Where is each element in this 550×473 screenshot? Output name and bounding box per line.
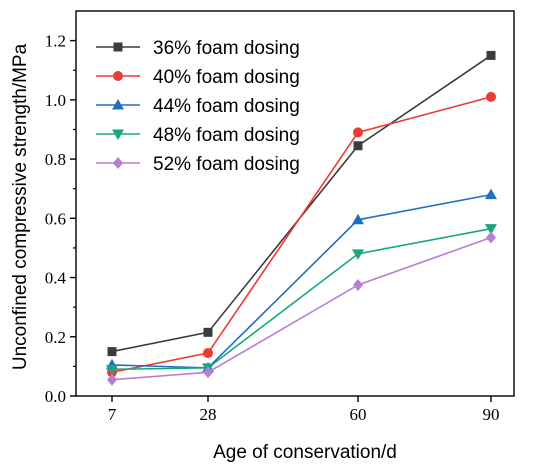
legend-marker [113, 157, 123, 169]
y-tick-label: 0.4 [45, 269, 67, 288]
data-point [203, 366, 213, 379]
data-point [107, 373, 117, 386]
data-point [486, 231, 496, 244]
y-tick-label: 0.0 [45, 387, 66, 406]
y-tick-label: 0.6 [45, 209, 66, 228]
data-point [353, 278, 363, 291]
x-tick-label: 60 [350, 405, 367, 424]
legend-entry: 48% foam dosing [96, 125, 300, 146]
x-tick-label: 28 [200, 405, 217, 424]
legend-label: 44% foam dosing [153, 96, 300, 117]
series-line [111, 236, 492, 381]
series-group [106, 50, 497, 386]
y-tick-label: 0.2 [45, 328, 66, 347]
plot-area [75, 10, 515, 397]
legend-marker [113, 42, 123, 52]
legend-entry: 44% foam dosing [96, 96, 300, 117]
data-point [352, 213, 364, 225]
series-line [111, 193, 492, 369]
legend-marker [112, 99, 124, 110]
series-5 [107, 231, 496, 386]
legend-label: 52% foam dosing [153, 154, 300, 175]
legend-marker [113, 71, 123, 81]
legend-label: 48% foam dosing [153, 125, 300, 146]
axes: 0.0 0.2 0.4 0.6 0.8 1.0 1.2 7 28 60 90 [45, 32, 500, 424]
data-point [353, 141, 363, 151]
legend-label: 36% foam dosing [153, 38, 300, 59]
y-tick-label: 0.8 [45, 150, 66, 169]
legend-marker [112, 129, 124, 140]
data-point [486, 91, 496, 102]
data-point [486, 50, 496, 60]
data-point [203, 348, 213, 359]
y-tick-label: 1.0 [45, 91, 66, 110]
data-point [353, 127, 363, 138]
data-point [485, 188, 497, 200]
legend-entry: 36% foam dosing [96, 38, 300, 59]
legend-entry: 40% foam dosing [96, 67, 300, 88]
x-tick-label: 90 [483, 405, 500, 424]
data-point [106, 364, 118, 376]
series-4 [106, 224, 497, 376]
legend-label: 40% foam dosing [153, 67, 300, 88]
legend-entry: 52% foam dosing [96, 154, 300, 175]
data-point [203, 327, 213, 337]
data-point [352, 249, 364, 260]
y-axis-title: Unconfined compressive strength/MPa [10, 43, 31, 370]
plot-frame [75, 10, 515, 397]
series-line [111, 54, 492, 353]
x-axis-title: Age of conservation/d [213, 442, 397, 463]
x-tick-label: 7 [108, 405, 117, 424]
series-line [111, 227, 492, 371]
data-point [107, 347, 117, 357]
legend: 36% foam dosing 40% foam dosing 44% foam d… [96, 38, 300, 175]
y-tick-label: 1.2 [45, 32, 66, 51]
series-line [111, 96, 492, 374]
series-1 [107, 50, 496, 357]
data-point [485, 224, 497, 235]
